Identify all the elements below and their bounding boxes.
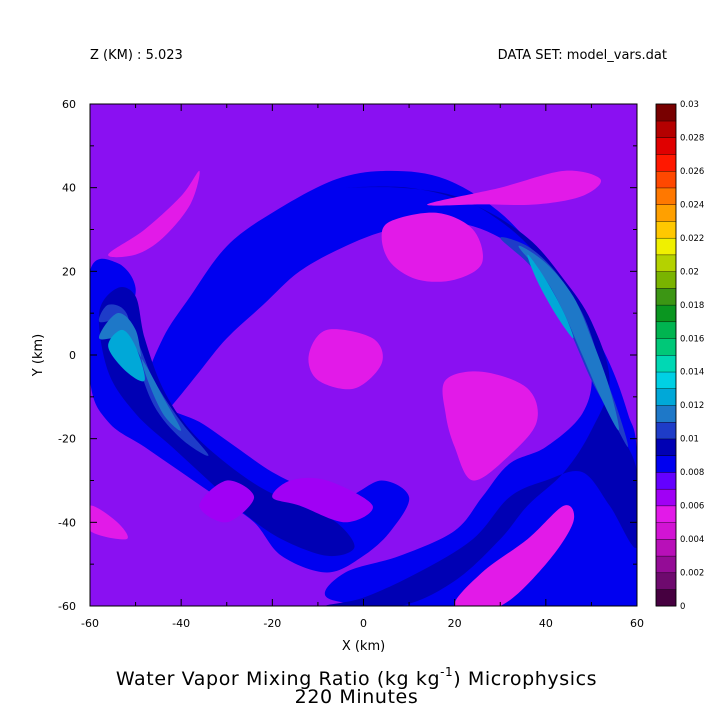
y-axis-ticks: 60 40 20 0 -20 -40 -60 (58, 98, 637, 613)
colorbar-label: 0.01 (680, 435, 699, 445)
colorbar-label: 0.028 (680, 133, 704, 143)
colorbar-label: 0.006 (680, 502, 704, 512)
contour-region (108, 170, 200, 258)
x-tick-label: -40 (172, 617, 190, 630)
colorbar-swatch (655, 522, 677, 540)
y-tick-label: 60 (62, 98, 76, 111)
x-axis-ticks: -60 -40 -20 0 20 40 60 (81, 104, 644, 630)
chart-title: Water Vapor Mixing Ratio (kg kg-1) Micro… (0, 665, 713, 690)
contour-region (108, 329, 145, 382)
chart-title-superscript: -1 (440, 665, 454, 679)
colorbar-label: 0.03 (680, 100, 699, 110)
contour-region (454, 505, 575, 606)
colorbar-swatch (655, 187, 677, 205)
colorbar-label: 0.012 (680, 401, 704, 411)
contour-region (308, 329, 383, 390)
colorbar-swatch (655, 488, 677, 507)
y-tick-label: 40 (62, 182, 76, 195)
colorbar-label: 0 (680, 602, 685, 612)
colorbar-swatch (655, 538, 677, 557)
y-axis-label: Y (km) (31, 334, 46, 377)
colorbar: 0.03 0.028 0.026 0.024 0.022 0.02 0.018 0.016 0.… (655, 100, 704, 612)
z-level-label: Z (KM) : 5.023 (90, 48, 183, 63)
x-tick-label: -60 (81, 617, 99, 630)
colorbar-swatch (655, 438, 677, 456)
colorbar-swatch (655, 103, 677, 122)
colorbar-swatch (655, 237, 677, 256)
colorbar-label: 0.018 (680, 301, 704, 311)
contour-region (90, 505, 128, 540)
x-tick-label: 0 (360, 617, 367, 630)
colorbar-label: 0.008 (680, 468, 704, 478)
colorbar-swatch (655, 338, 677, 356)
chart-title-suffix: ) Microphysics (453, 668, 598, 690)
contour-region (442, 371, 538, 481)
colorbar-swatch (655, 304, 677, 323)
y-tick-label: -60 (58, 600, 76, 613)
x-axis-label: X (km) (342, 639, 385, 654)
colorbar-swatch (655, 153, 677, 172)
x-tick-label: 20 (448, 617, 462, 630)
contour-region (272, 477, 373, 523)
y-tick-label: 20 (62, 265, 76, 278)
colorbar-swatch (655, 170, 677, 189)
colorbar-label: 0.002 (680, 569, 704, 579)
y-tick-label: -20 (58, 433, 76, 446)
colorbar-swatch (655, 254, 677, 272)
colorbar-swatch (655, 455, 677, 473)
y-tick-label: -40 (58, 516, 76, 529)
colorbar-swatch (655, 421, 677, 440)
colorbar-swatch (655, 371, 677, 389)
colorbar-swatch (655, 354, 677, 373)
chart-title-prefix: Water Vapor Mixing Ratio (kg kg (115, 668, 441, 690)
colorbar-swatch (655, 555, 677, 574)
colorbar-swatch (655, 120, 677, 138)
dataset-label: DATA SET: model_vars.dat (497, 48, 667, 63)
colorbar-swatch (655, 388, 677, 406)
contour-region (98, 313, 182, 431)
colorbar-label: 0.02 (680, 267, 699, 277)
colorbar-label: 0.026 (680, 167, 704, 177)
colorbar-label: 0.004 (680, 535, 704, 545)
contour-fill-layer (90, 104, 637, 606)
colorbar-swatch (655, 137, 677, 155)
colorbar-label: 0.024 (680, 200, 704, 210)
colorbar-swatch (655, 589, 677, 607)
x-tick-label: -20 (263, 617, 281, 630)
colorbar-label: 0.016 (680, 334, 704, 344)
colorbar-label: 0.014 (680, 368, 704, 378)
y-tick-label: 0 (69, 349, 76, 362)
colorbar-label: 0.022 (680, 234, 704, 244)
contour-region (199, 480, 255, 523)
colorbar-swatch (655, 505, 677, 523)
x-tick-label: 40 (539, 617, 553, 630)
contour-region (518, 245, 620, 431)
colorbar-swatch (655, 471, 677, 490)
colorbar-swatch (655, 405, 677, 423)
contour-region (381, 212, 483, 282)
colorbar-swatch (655, 220, 677, 239)
contour-region (527, 254, 574, 339)
colorbar-swatch (655, 572, 677, 590)
colorbar-swatch (655, 204, 677, 222)
contour-region (427, 170, 602, 206)
colorbar-swatch (655, 321, 677, 339)
chart-subtitle: 220 Minutes (294, 686, 419, 708)
colorbar-swatch (655, 271, 677, 289)
x-tick-label: 60 (630, 617, 644, 630)
colorbar-swatch (655, 287, 677, 306)
